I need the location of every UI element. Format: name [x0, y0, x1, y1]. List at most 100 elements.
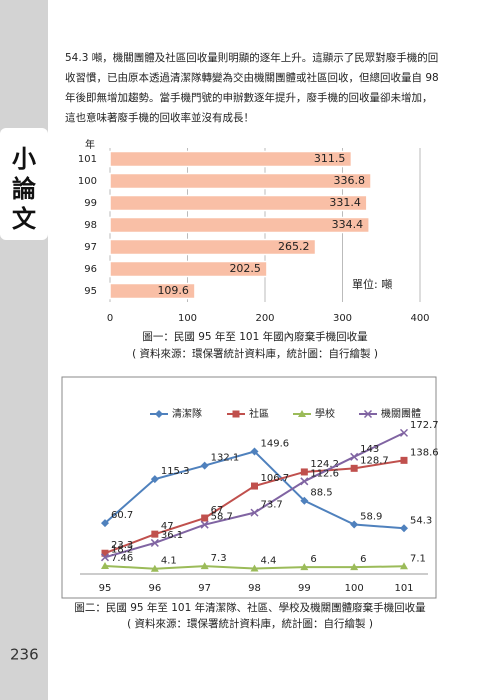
marker	[250, 508, 259, 517]
legend-label: 清潔隊	[172, 407, 202, 420]
caption: 圖二：民國 95 年至 101 年清潔隊、社區、學校及機關團體廢棄手機回收量	[74, 601, 426, 614]
value-label: 6	[360, 554, 366, 565]
y-tick-label: 100	[78, 176, 97, 187]
sidebar-band	[0, 0, 48, 700]
value-label: 54.3	[410, 515, 432, 526]
bar	[109, 260, 268, 278]
chart-frame	[61, 376, 437, 599]
value-label: 73.7	[261, 500, 283, 511]
x-tick-label: 400	[410, 313, 429, 324]
marker	[400, 562, 408, 570]
value-label: 4.4	[261, 555, 277, 566]
marker	[300, 477, 309, 486]
marker	[300, 563, 309, 571]
x-tick-label: 97	[198, 583, 211, 594]
page-number: 236	[10, 646, 39, 664]
x-tick-label: 95	[99, 583, 112, 594]
marker	[350, 464, 358, 472]
bar	[109, 282, 196, 300]
caption: 圖一：民國 95 年至 101 年國內廢棄手機回收量	[142, 330, 368, 343]
legend-label: 學校	[315, 407, 335, 420]
value-label: 47	[161, 521, 174, 532]
marker	[350, 452, 359, 461]
value-label: 109.6	[157, 284, 189, 297]
value-label: 6	[310, 554, 316, 565]
bar	[109, 194, 368, 212]
value-label: 18.2	[111, 544, 133, 555]
value-label: 115.3	[161, 466, 190, 477]
value-label: 36.1	[161, 530, 183, 541]
x-tick-label: 100	[345, 583, 364, 594]
value-label: 334.4	[332, 218, 364, 231]
value-label: 88.5	[310, 488, 332, 499]
sidebar-label: 文	[12, 205, 37, 233]
value-label: 172.7	[410, 420, 439, 431]
value-label: 58.7	[211, 512, 233, 523]
value-label: 124.2	[310, 459, 339, 470]
value-label: 265.2	[278, 240, 310, 253]
legend-marker	[298, 410, 306, 417]
marker	[350, 520, 359, 529]
marker	[101, 549, 109, 557]
series-line	[104, 459, 405, 555]
y-axis-label: 年	[85, 138, 95, 151]
bar	[109, 172, 372, 190]
x-tick-label: 98	[248, 583, 261, 594]
value-label: 4.1	[161, 556, 177, 567]
value-label: 112.6	[310, 468, 339, 479]
sidebar-tab	[0, 128, 48, 240]
marker	[150, 475, 159, 484]
value-label: 202.5	[229, 262, 261, 275]
y-tick-label: 97	[84, 242, 97, 253]
x-tick-label: 300	[333, 313, 352, 324]
value-label: 143	[360, 444, 379, 455]
y-tick-label: 95	[84, 286, 97, 297]
value-label: 58.9	[360, 512, 382, 523]
sidebar-label: 論	[12, 175, 37, 203]
marker	[399, 428, 409, 437]
source: ( 資料來源：環保署統計資料庫，統計圖：自行繪製 )	[127, 617, 373, 630]
annotation: 單位: 噸	[352, 277, 392, 291]
x-tick-label: 99	[298, 583, 311, 594]
legend-label: 社區	[249, 407, 269, 420]
marker	[200, 461, 209, 470]
legend-label: 機關團體	[381, 407, 421, 420]
x-tick-label: 200	[255, 313, 274, 324]
value-label: 106.7	[261, 473, 290, 484]
y-tick-label: 101	[78, 154, 97, 165]
x-tick-label: 96	[148, 583, 161, 594]
y-tick-label: 98	[84, 220, 97, 231]
marker	[250, 447, 259, 456]
x-tick-label: 100	[178, 313, 197, 324]
paragraph-line: 收習慣，已由原本透過清潔隊轉變為交由機關團體或社區回收，但總回收量自 98	[65, 71, 439, 84]
paragraph-line: 54.3 噸，機關團體及社區回收量則明顯的逐年上升。這顯示了民眾對廢手機的回	[65, 51, 438, 64]
value-label: 23.3	[111, 540, 133, 551]
sidebar-label: 小	[12, 145, 36, 173]
paragraph-line: 年後即無增加趨勢。當手機門號的申辦數逐年提升，廢手機的回收量卻未增加，	[65, 91, 433, 104]
value-label: 60.7	[111, 510, 133, 521]
marker	[201, 514, 209, 522]
x-tick-label: 101	[394, 583, 413, 594]
bar	[109, 216, 370, 234]
paragraph-line: 這也意味著廢手機的回收率並沒有成長！	[65, 111, 254, 124]
marker	[250, 564, 259, 572]
marker	[300, 468, 308, 476]
legend-marker	[155, 410, 163, 418]
marker	[350, 563, 359, 571]
series-line	[104, 450, 405, 530]
legend-marker	[363, 409, 373, 419]
marker	[400, 524, 408, 533]
marker	[101, 561, 109, 569]
value-label: 149.6	[261, 438, 290, 449]
y-tick-label: 99	[84, 198, 97, 209]
marker	[251, 482, 258, 490]
source: ( 資料來源：環保署統計資料庫，統計圖：自行繪製 )	[132, 347, 378, 360]
y-tick-label: 96	[84, 264, 97, 275]
value-label: 7.1	[410, 553, 426, 564]
value-label: 138.6	[410, 447, 439, 458]
marker	[100, 553, 110, 562]
x-tick-label: 0	[107, 313, 113, 324]
value-label: 311.5	[314, 152, 346, 165]
marker	[300, 496, 309, 505]
